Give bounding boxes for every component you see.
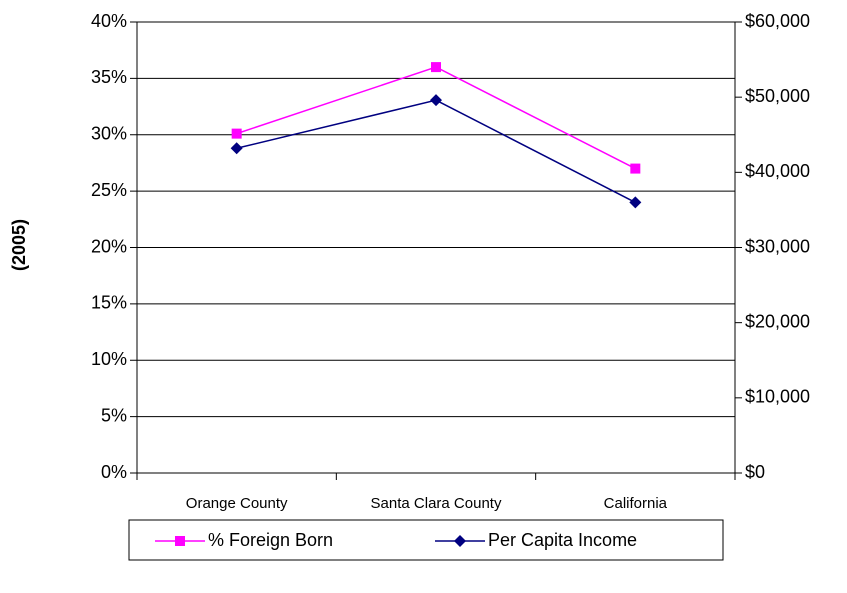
marker [430,94,442,107]
y-tick-label: 40% [91,11,127,31]
series-line [236,99,636,204]
y-tick-label: 10% [91,349,127,369]
x-tick-label: California [604,495,668,512]
legend-label: % Foreign Born [208,530,333,550]
marker [431,62,441,73]
marker [454,535,466,547]
y2-tick-label: $60,000 [745,11,810,31]
y2-tick-label: $20,000 [745,311,810,331]
marker [175,536,185,546]
y2-tick-label: $50,000 [745,86,810,106]
marker [629,196,642,209]
y-tick-label: 0% [101,462,127,482]
x-tick-label: Santa Clara County [371,495,502,512]
y-axis-label: (2005) [9,219,29,271]
y-tick-label: 5% [101,405,127,425]
legend-label: Per Capita Income [488,530,637,550]
y-tick-label: 30% [91,124,127,144]
y2-tick-label: $40,000 [745,161,810,181]
marker [630,163,641,174]
y-tick-label: 20% [91,236,127,256]
y-tick-label: 25% [91,180,127,200]
x-tick-label: Orange County [186,495,288,512]
marker [231,128,242,139]
marker [230,142,243,155]
y-tick-label: 15% [91,293,127,313]
legend-box [128,519,724,561]
y2-tick-label: $10,000 [745,387,810,407]
y2-tick-label: $30,000 [745,236,810,256]
series-line [236,66,636,170]
y2-tick-label: $0 [745,462,765,482]
y-tick-label: 35% [91,67,127,87]
